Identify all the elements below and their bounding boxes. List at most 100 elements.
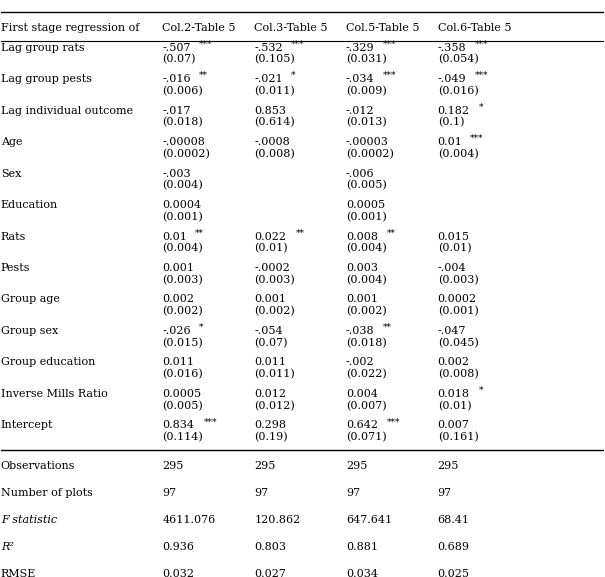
Text: (0.01): (0.01) <box>437 243 471 253</box>
Text: (0.19): (0.19) <box>254 432 288 443</box>
Text: (0.016): (0.016) <box>163 369 203 380</box>
Text: -.329: -.329 <box>346 43 374 53</box>
Text: Lag individual outcome: Lag individual outcome <box>1 106 133 115</box>
Text: Observations: Observations <box>1 460 75 471</box>
Text: 295: 295 <box>254 460 276 471</box>
Text: Group age: Group age <box>1 294 59 305</box>
Text: (0.008): (0.008) <box>254 149 295 159</box>
Text: ***: *** <box>199 40 212 48</box>
Text: 0.182: 0.182 <box>437 106 469 115</box>
Text: ***: *** <box>474 71 488 80</box>
Text: **: ** <box>295 228 304 238</box>
Text: -.0008: -.0008 <box>254 137 290 147</box>
Text: ***: *** <box>469 134 483 143</box>
Text: 0.689: 0.689 <box>437 542 469 552</box>
Text: (0.018): (0.018) <box>163 117 203 128</box>
Text: 0.002: 0.002 <box>437 357 469 368</box>
Text: (0.01): (0.01) <box>437 400 471 411</box>
Text: (0.003): (0.003) <box>437 275 479 285</box>
Text: 0.001: 0.001 <box>254 294 286 305</box>
Text: Col.3-Table 5: Col.3-Table 5 <box>254 23 328 33</box>
Text: (0.002): (0.002) <box>254 306 295 316</box>
Text: Col.6-Table 5: Col.6-Table 5 <box>437 23 511 33</box>
Text: *: * <box>291 71 296 80</box>
Text: **: ** <box>199 71 208 80</box>
Text: Pests: Pests <box>1 263 30 273</box>
Text: (0.004): (0.004) <box>346 243 387 253</box>
Text: 295: 295 <box>346 460 367 471</box>
Text: *: * <box>479 386 483 395</box>
Text: (0.003): (0.003) <box>163 275 203 285</box>
Text: 0.011: 0.011 <box>163 357 194 368</box>
Text: Sex: Sex <box>1 168 21 178</box>
Text: 97: 97 <box>437 488 452 497</box>
Text: 0.025: 0.025 <box>437 568 469 577</box>
Text: (0.001): (0.001) <box>346 212 387 222</box>
Text: 0.0004: 0.0004 <box>163 200 201 210</box>
Text: Col.2-Table 5: Col.2-Table 5 <box>163 23 236 33</box>
Text: 0.002: 0.002 <box>163 294 194 305</box>
Text: -.047: -.047 <box>437 326 466 336</box>
Text: -.00003: -.00003 <box>346 137 389 147</box>
Text: (0.071): (0.071) <box>346 432 387 443</box>
Text: Number of plots: Number of plots <box>1 488 93 497</box>
Text: 0.881: 0.881 <box>346 542 378 552</box>
Text: 68.41: 68.41 <box>437 515 469 524</box>
Text: 0.0005: 0.0005 <box>163 389 201 399</box>
Text: **: ** <box>387 228 396 238</box>
Text: Inverse Mills Ratio: Inverse Mills Ratio <box>1 389 108 399</box>
Text: 97: 97 <box>254 488 269 497</box>
Text: -.017: -.017 <box>163 106 191 115</box>
Text: 0.027: 0.027 <box>254 568 286 577</box>
Text: *: * <box>479 103 483 111</box>
Text: -.358: -.358 <box>437 43 466 53</box>
Text: Intercept: Intercept <box>1 421 53 430</box>
Text: (0.009): (0.009) <box>346 86 387 96</box>
Text: (0.07): (0.07) <box>254 338 288 348</box>
Text: 0.007: 0.007 <box>437 421 469 430</box>
Text: 0.01: 0.01 <box>163 231 188 242</box>
Text: 647.641: 647.641 <box>346 515 392 524</box>
Text: 0.012: 0.012 <box>254 389 286 399</box>
Text: 0.001: 0.001 <box>163 263 194 273</box>
Text: -.0002: -.0002 <box>254 263 290 273</box>
Text: -.532: -.532 <box>254 43 283 53</box>
Text: R²: R² <box>1 542 13 552</box>
Text: -.012: -.012 <box>346 106 374 115</box>
Text: ***: *** <box>291 40 304 48</box>
Text: (0.011): (0.011) <box>254 369 295 380</box>
Text: (0.008): (0.008) <box>437 369 479 380</box>
Text: 0.015: 0.015 <box>437 231 469 242</box>
Text: (0.002): (0.002) <box>163 306 203 316</box>
Text: 0.003: 0.003 <box>346 263 378 273</box>
Text: (0.1): (0.1) <box>437 117 464 128</box>
Text: 295: 295 <box>437 460 459 471</box>
Text: (0.003): (0.003) <box>254 275 295 285</box>
Text: 0.0002: 0.0002 <box>437 294 477 305</box>
Text: (0.001): (0.001) <box>163 212 203 222</box>
Text: 0.022: 0.022 <box>254 231 286 242</box>
Text: (0.002): (0.002) <box>346 306 387 316</box>
Text: (0.007): (0.007) <box>346 400 387 411</box>
Text: 0.008: 0.008 <box>346 231 378 242</box>
Text: (0.015): (0.015) <box>163 338 203 348</box>
Text: (0.005): (0.005) <box>346 180 387 190</box>
Text: (0.018): (0.018) <box>346 338 387 348</box>
Text: 97: 97 <box>163 488 177 497</box>
Text: *: * <box>199 323 204 332</box>
Text: First stage regression of: First stage regression of <box>1 23 139 33</box>
Text: -.002: -.002 <box>346 357 374 368</box>
Text: **: ** <box>194 228 203 238</box>
Text: (0.011): (0.011) <box>254 86 295 96</box>
Text: -.507: -.507 <box>163 43 191 53</box>
Text: (0.004): (0.004) <box>163 180 203 190</box>
Text: (0.045): (0.045) <box>437 338 479 348</box>
Text: (0.614): (0.614) <box>254 117 295 128</box>
Text: (0.031): (0.031) <box>346 54 387 65</box>
Text: 0.01: 0.01 <box>437 137 463 147</box>
Text: ***: *** <box>387 417 401 426</box>
Text: -.004: -.004 <box>437 263 466 273</box>
Text: (0.161): (0.161) <box>437 432 479 443</box>
Text: Rats: Rats <box>1 231 26 242</box>
Text: (0.006): (0.006) <box>163 86 203 96</box>
